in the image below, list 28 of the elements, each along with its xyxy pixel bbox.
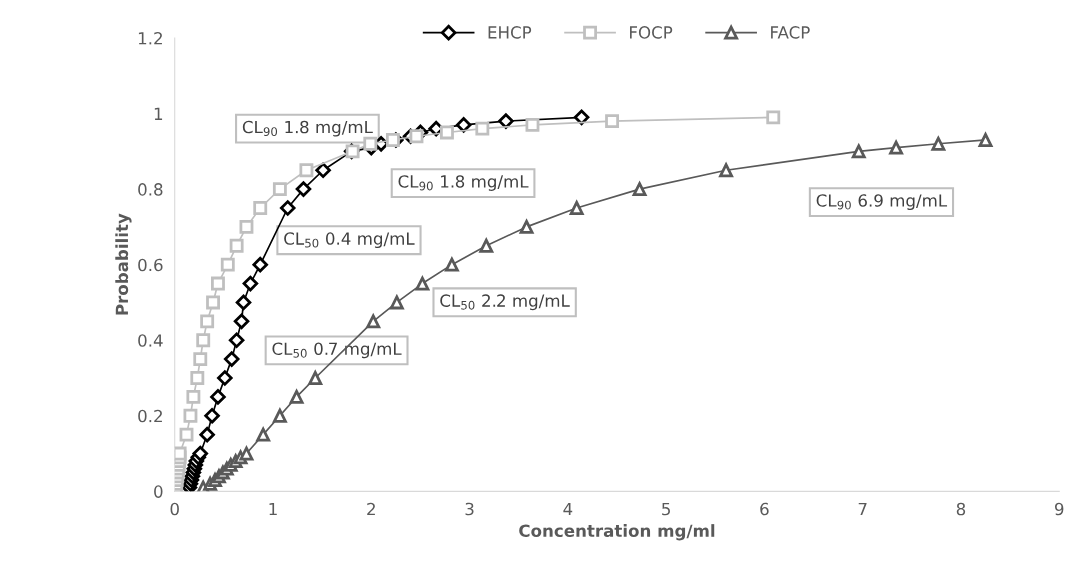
- annotation: CL$_{90}$ 1.8 mg/mL: [398, 175, 529, 191]
- x-tick-label: 7: [858, 502, 867, 516]
- y-tick-label: 0: [154, 485, 163, 498]
- x-tick-label: 6: [760, 502, 769, 516]
- y-tick-label: 0.2: [138, 409, 162, 423]
- x-axis-title: Concentration mg/ml: [519, 524, 715, 541]
- y-tick-label: 1: [154, 107, 163, 120]
- x-tick-label: 8: [956, 502, 966, 516]
- legend-label: FOCP: [630, 26, 673, 39]
- y-axis-title: Probability: [115, 213, 132, 315]
- legend-label: FACP: [771, 26, 810, 39]
- annotation: CL$_{50}$ 0.7 mg/mL: [272, 342, 402, 359]
- y-tick-label: 1.2: [138, 31, 162, 45]
- x-tick-label: 0: [170, 502, 179, 516]
- annotation: CL$_{50}$ 0.4 mg/mL: [284, 232, 415, 249]
- y-tick-label: 0.4: [138, 334, 163, 347]
- y-tick-label: 0.8: [138, 183, 163, 196]
- annotation: CL$_{90}$ 1.8 mg/mL: [242, 120, 373, 137]
- x-tick-label: 1: [269, 502, 277, 516]
- legend-label: EHCP: [488, 26, 532, 39]
- annotation: CL$_{90}$ 6.9 mg/mL: [816, 194, 948, 211]
- x-tick-label: 4: [563, 502, 573, 516]
- y-tick-label: 0.6: [138, 258, 163, 272]
- x-tick-label: 5: [662, 502, 670, 516]
- x-tick-label: 3: [465, 502, 474, 516]
- x-tick-label: 9: [1054, 502, 1064, 516]
- annotation: CL$_{50}$ 2.2 mg/mL: [440, 294, 570, 311]
- x-tick-label: 2: [367, 502, 375, 516]
